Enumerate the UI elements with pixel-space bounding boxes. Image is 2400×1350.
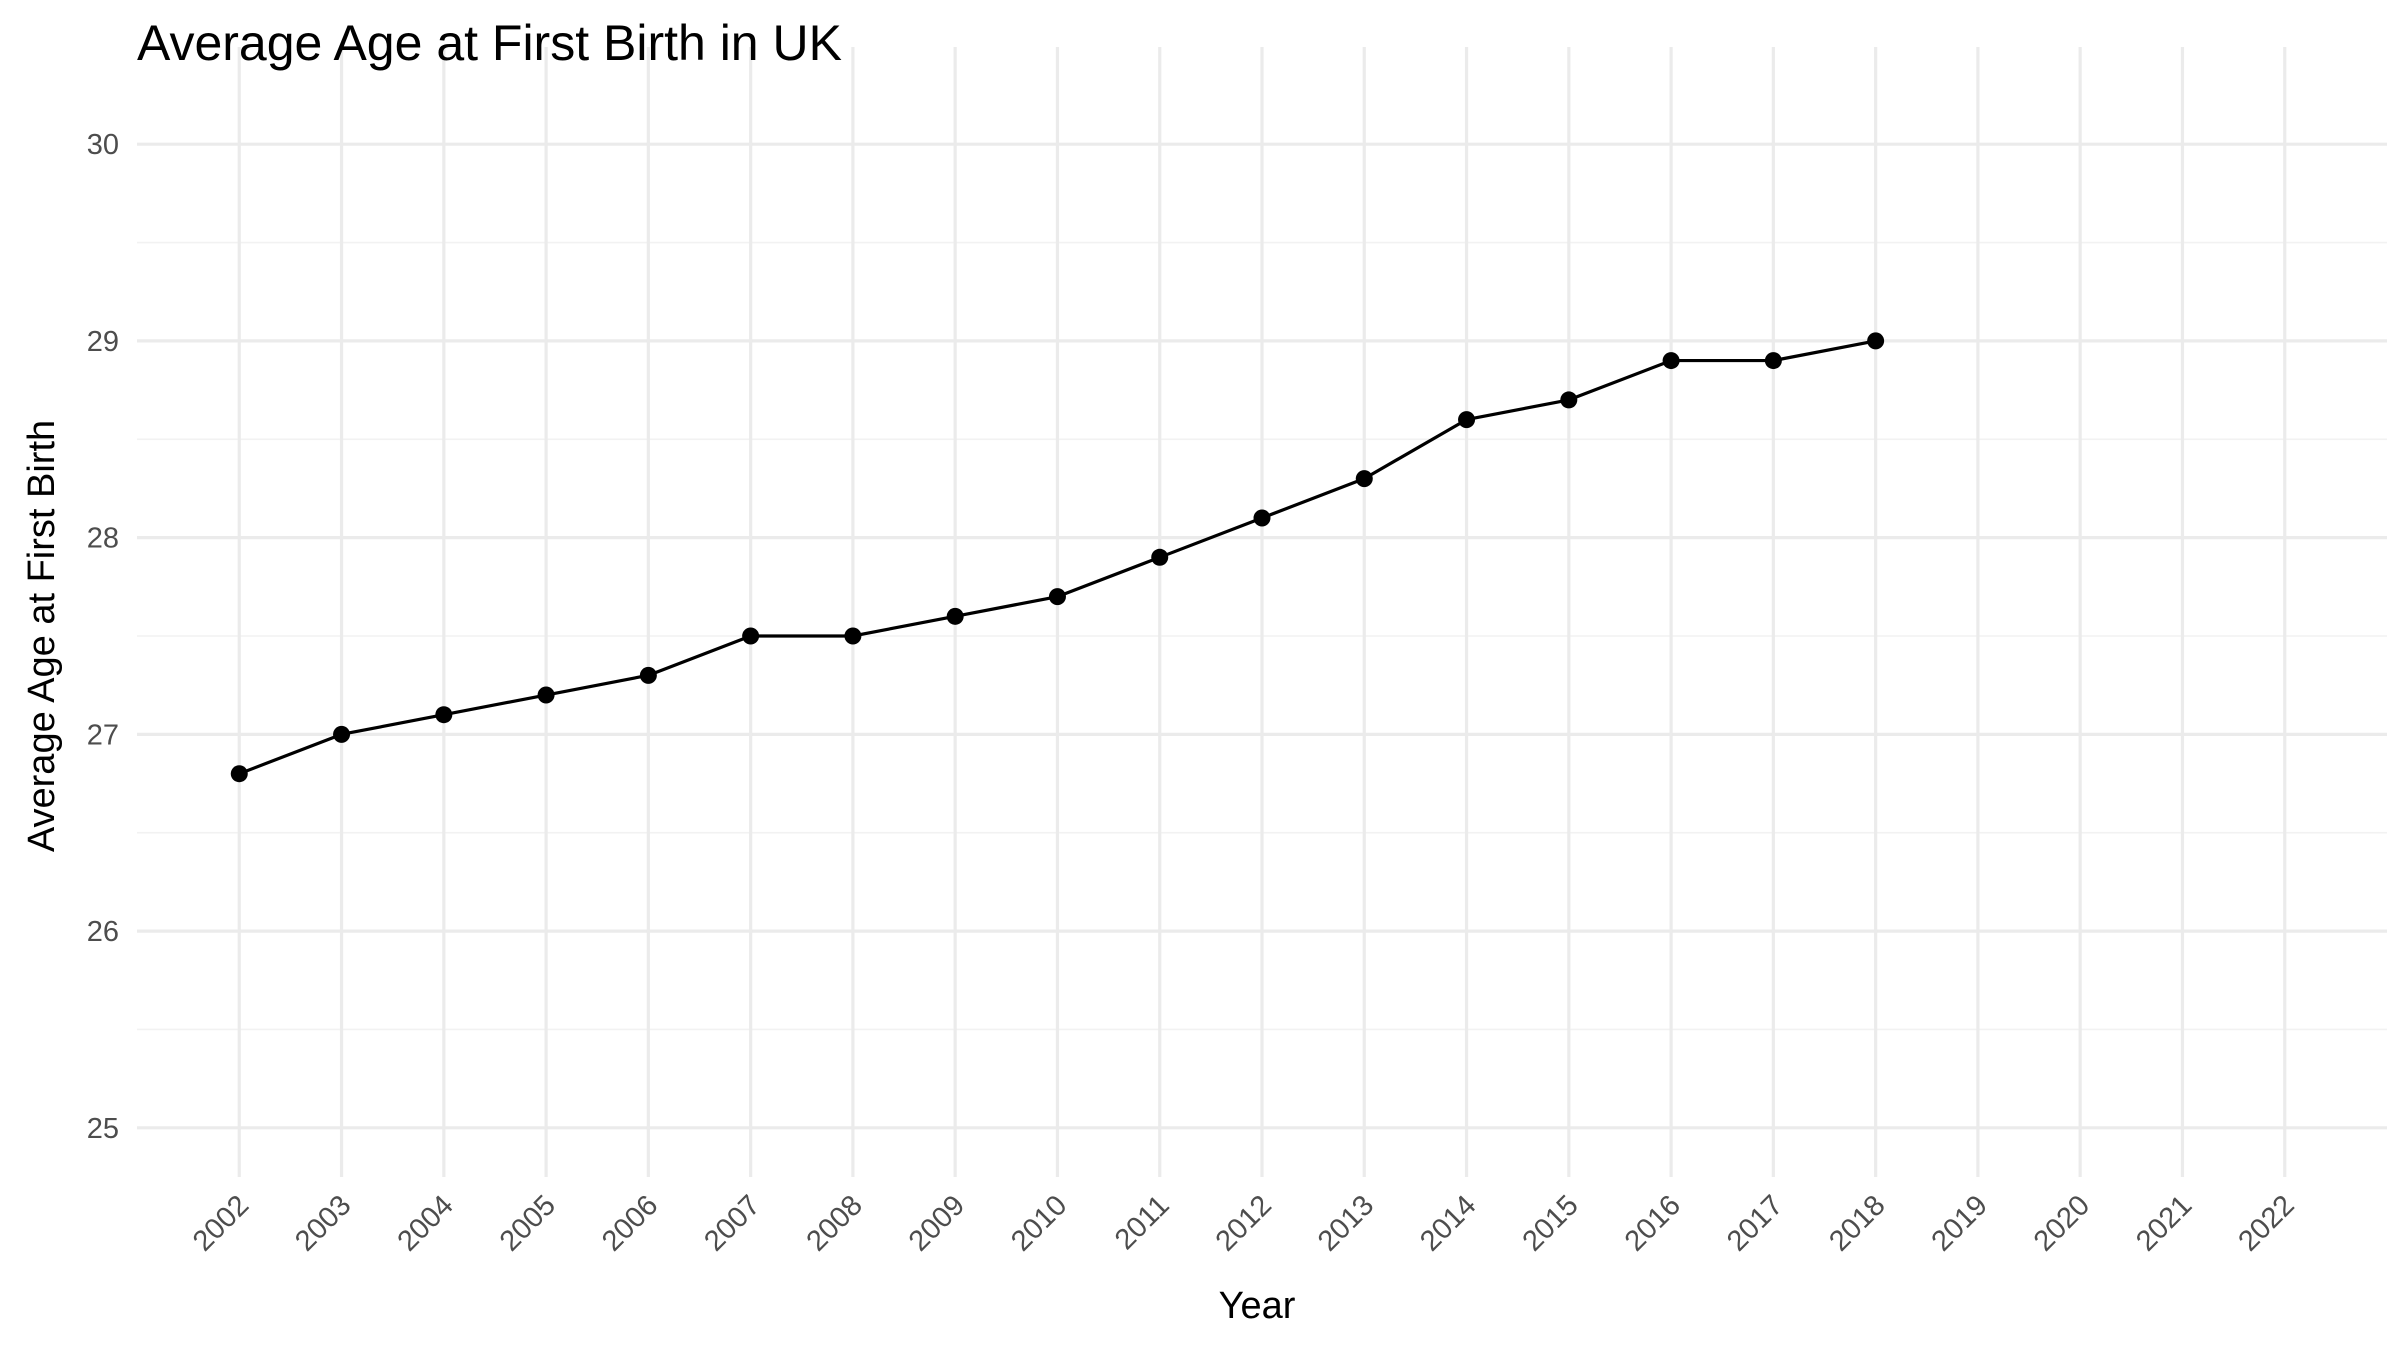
data-point [1764, 352, 1782, 370]
x-tick-label: 2011 [1109, 1189, 1176, 1256]
y-axis-title: Average Age at First Birth [21, 420, 63, 852]
data-point [333, 725, 351, 743]
data-point [537, 686, 555, 704]
y-tick-label: 27 [87, 719, 119, 751]
x-tick-label: 2012 [1210, 1189, 1278, 1257]
data-point [435, 706, 453, 724]
data-point [946, 607, 964, 625]
series-layer [230, 332, 1885, 783]
x-tick-label: 2007 [698, 1189, 766, 1257]
x-tick-label: 2003 [289, 1189, 357, 1257]
data-point [1458, 411, 1476, 429]
data-point [742, 627, 760, 645]
x-tick-label: 2014 [1414, 1189, 1482, 1257]
x-axis-tick-labels: 2002 2003 2004 2005 2006 2007 2008 2009 2010 2011… [187, 1189, 2301, 1257]
x-tick-label: 2006 [596, 1189, 664, 1257]
x-tick-label: 2018 [1823, 1189, 1891, 1257]
y-tick-label: 25 [87, 1113, 119, 1145]
data-point [1355, 470, 1373, 488]
data-point [1253, 509, 1271, 527]
y-tick-label: 29 [87, 326, 119, 358]
x-tick-label: 2022 [2232, 1189, 2300, 1257]
x-tick-label: 2004 [392, 1189, 460, 1257]
data-point [230, 765, 248, 783]
y-tick-label: 28 [87, 523, 119, 555]
x-tick-label: 2021 [2130, 1189, 2198, 1257]
data-point [639, 666, 657, 684]
x-axis-title: Year [1219, 1285, 1296, 1327]
x-tick-label: 2002 [187, 1189, 255, 1257]
data-point [1048, 588, 1066, 606]
x-tick-label: 2013 [1312, 1189, 1380, 1257]
data-point [1867, 332, 1885, 350]
x-tick-label: 2016 [1619, 1189, 1687, 1257]
data-point [844, 627, 862, 645]
x-tick-label: 2010 [1005, 1189, 1073, 1257]
grid-lines [137, 47, 2387, 1177]
chart-title: Average Age at First Birth in UK [137, 15, 842, 71]
data-point [1151, 548, 1169, 566]
y-axis-tick-labels: 25 26 27 28 29 30 [87, 129, 119, 1145]
y-tick-label: 26 [87, 916, 119, 948]
x-tick-label: 2015 [1517, 1189, 1585, 1257]
x-tick-label: 2005 [494, 1189, 562, 1257]
x-tick-label: 2009 [903, 1189, 971, 1257]
x-tick-label: 2019 [1926, 1189, 1994, 1257]
x-tick-label: 2017 [1721, 1189, 1789, 1257]
x-tick-label: 2020 [2028, 1189, 2096, 1257]
data-point [1560, 391, 1578, 409]
y-tick-label: 30 [87, 129, 119, 161]
data-point [1662, 352, 1680, 370]
x-tick-label: 2008 [801, 1189, 869, 1257]
